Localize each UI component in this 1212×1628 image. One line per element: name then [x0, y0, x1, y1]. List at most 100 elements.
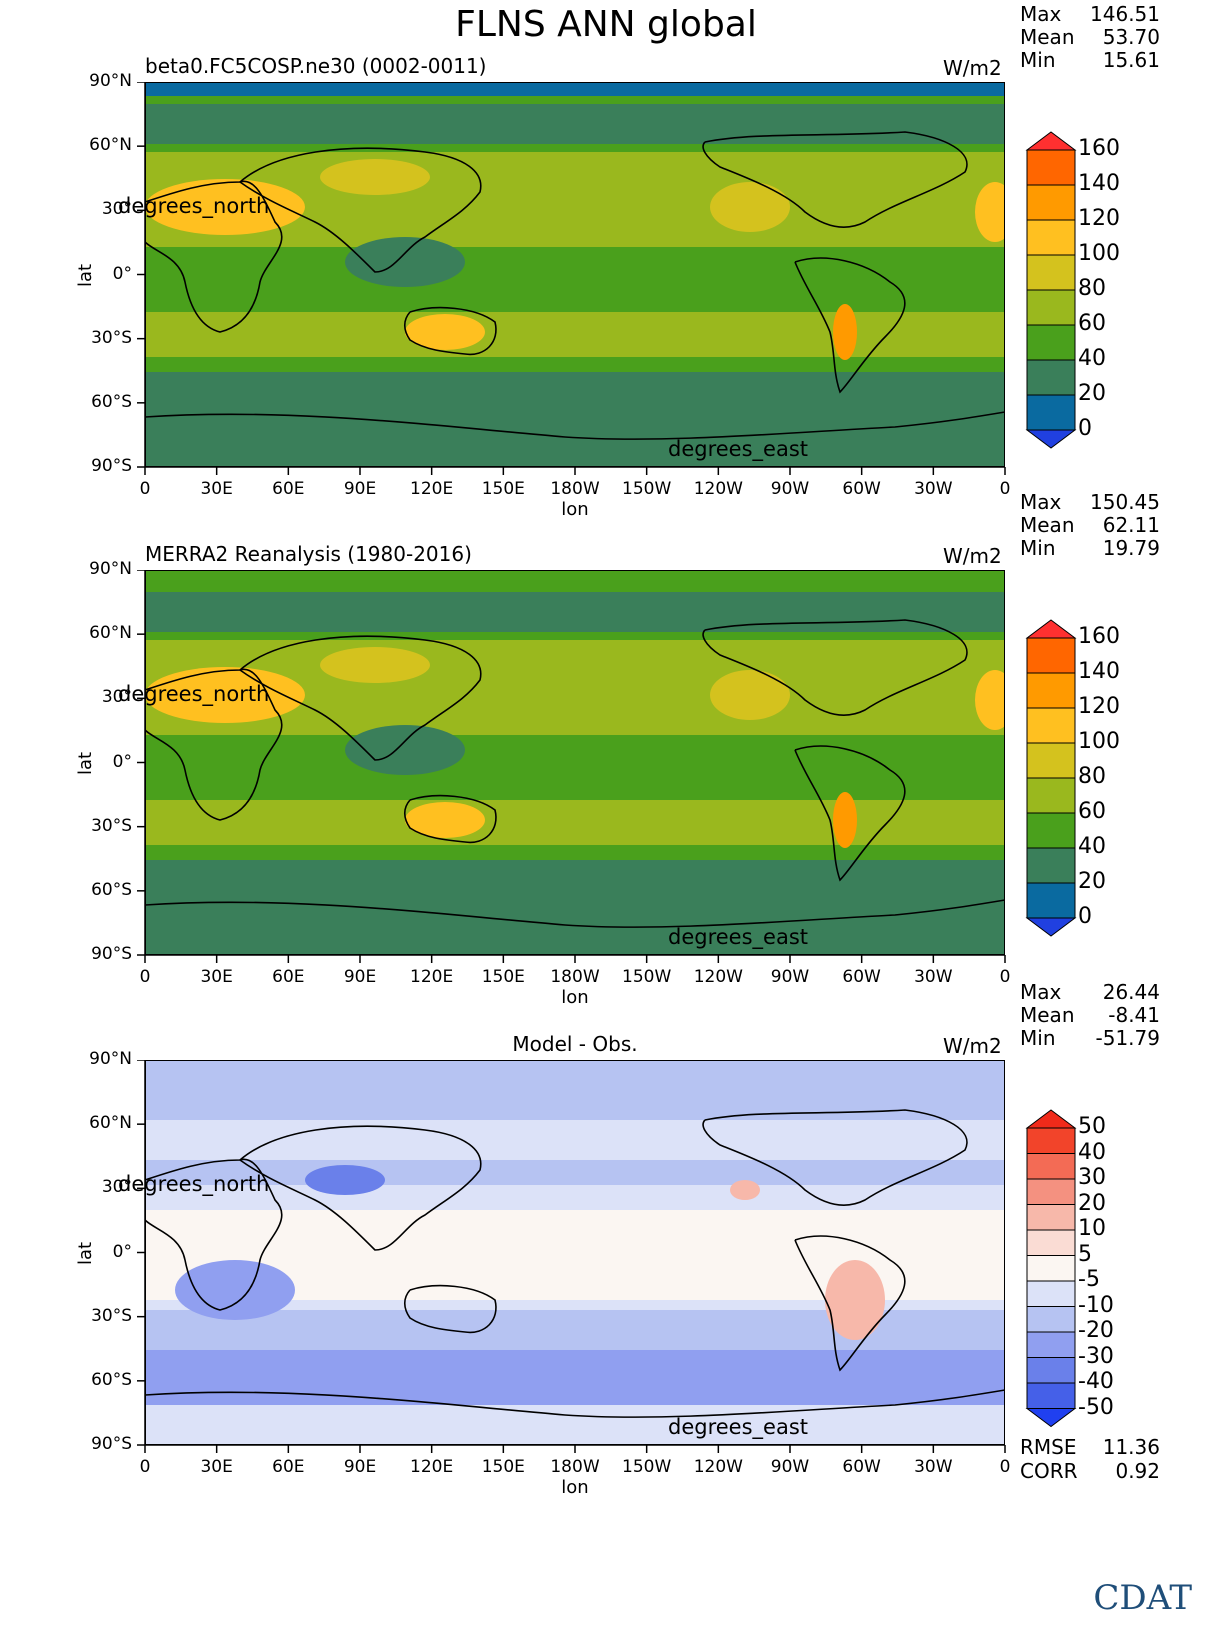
field-band-southern-ocean: [145, 1350, 1005, 1405]
units-label: W/m2: [943, 544, 1002, 568]
coastline-1: [145, 668, 283, 821]
y-tick-label: 30°S: [91, 327, 132, 348]
y-tick-label: 90°N: [89, 71, 132, 91]
stat-label-max: Max: [1020, 2, 1062, 26]
colorbar-label: 0: [1078, 416, 1092, 441]
coastline-3: [403, 1284, 497, 1334]
y-tick-label: 30°: [101, 1177, 132, 1198]
stat-value-corr: 0.92: [1115, 1459, 1160, 1483]
colorbar-label: 60: [1078, 311, 1106, 336]
degrees-north-label: degrees_north: [118, 1172, 270, 1196]
colorbar-label: 30: [1078, 1165, 1106, 1190]
colorbar-label: 0: [1078, 904, 1092, 929]
x-tick-label: 90E: [343, 967, 377, 987]
coastline-5: [794, 745, 906, 882]
x-tick-label: 30W: [914, 967, 953, 987]
stat-label-min: Min: [1020, 1026, 1056, 1050]
panel-title: beta0.FC5COSP.ne30 (0002-0011): [145, 54, 487, 78]
colorbar-label: 160: [1078, 136, 1120, 161]
field-band-subpolar-n: [145, 104, 1005, 144]
x-tick-label: 180W: [550, 1457, 600, 1477]
axis-lines: [137, 570, 1006, 963]
x-tick-label: 90W: [770, 479, 810, 499]
colorbar-label: -10: [1078, 1292, 1114, 1318]
colorbar-label: -5: [1078, 1267, 1100, 1292]
colorbar-swatch: [1026, 882, 1076, 919]
y-tick-label: 60°N: [89, 1113, 132, 1134]
y-axis-label: lat: [75, 263, 97, 287]
field-andes-high: [833, 792, 857, 848]
stat-label-mean: Mean: [1020, 513, 1075, 537]
stat-value-min: -51.79: [1095, 1026, 1160, 1050]
field-band-subtropics-s: [145, 800, 1005, 845]
colorbar-label: -50: [1078, 1394, 1114, 1420]
x-tick-label: 150E: [481, 1457, 525, 1477]
x-tick-label: 120W: [693, 967, 743, 987]
coastline-2: [239, 1125, 482, 1251]
colorbar-label: 120: [1078, 694, 1120, 719]
colorbar-label: 140: [1078, 659, 1120, 684]
colorbar-swatch: [1026, 1331, 1076, 1358]
x-tick-label: 0: [139, 1457, 151, 1477]
colorbar-label: 50: [1078, 1114, 1106, 1139]
field-warmpool-low: [345, 237, 465, 287]
field-tibet-low: [305, 1165, 385, 1195]
y-tick-label: 90°N: [89, 1049, 132, 1069]
stat-label-mean: Mean: [1020, 25, 1075, 49]
field-sahara-high: [145, 179, 305, 235]
field-andes-high: [833, 304, 857, 360]
y-tick-label: 30°S: [91, 815, 132, 836]
x-tick-label: 0: [139, 967, 151, 987]
x-axis-label: lon: [561, 1477, 589, 1498]
y-tick-label: 30°S: [91, 1305, 132, 1326]
colorbar-swatch: [1026, 637, 1076, 674]
colorbar-label: 40: [1078, 1139, 1106, 1165]
colorbar-swatch: [1026, 777, 1076, 814]
x-tick-label: 30W: [914, 479, 953, 499]
field-band-equator: [145, 262, 1005, 302]
x-tick-label: 150W: [622, 967, 672, 987]
x-tick-label: 60E: [272, 479, 305, 499]
degrees-east-label: degrees_east: [668, 925, 808, 949]
y-axis-label: lat: [75, 751, 97, 775]
colorbar-swatch: [1026, 219, 1076, 256]
colorbar-swatch: [1026, 184, 1076, 221]
stat-value-min: 15.61: [1102, 48, 1160, 72]
colorbar-label: 10: [1078, 1216, 1106, 1241]
colorbar-label: 80: [1078, 276, 1106, 301]
colorbar-label: -30: [1078, 1343, 1114, 1369]
coastline-4: [702, 1109, 968, 1206]
coastline-3: [403, 794, 497, 844]
degrees-north-label: degrees_north: [118, 682, 270, 706]
map-plot-2: [145, 570, 1005, 955]
field-band-north: [145, 1060, 1005, 1120]
x-tick-label: 150E: [481, 479, 525, 499]
x-tick-label: 180W: [550, 967, 600, 987]
colorbar-swatch: [1026, 1178, 1076, 1205]
colorbar-label: 120: [1078, 206, 1120, 231]
degrees-east-label: degrees_east: [668, 1415, 808, 1439]
field-samerica-high: [825, 1260, 885, 1340]
field-band-asia: [145, 1160, 1005, 1185]
x-tick-label: 0: [999, 967, 1011, 987]
colorbar-swatch: [1026, 1382, 1076, 1409]
coastline-2: [239, 635, 482, 761]
coastline-2: [239, 147, 482, 273]
y-tick-label: 60°N: [89, 135, 132, 156]
x-tick-label: 0: [999, 479, 1011, 499]
stat-label-corr: CORR: [1020, 1459, 1078, 1483]
x-tick-label: 150W: [622, 1457, 672, 1477]
x-tick-label: 90E: [343, 1457, 377, 1477]
field-asia-high: [320, 647, 430, 683]
colorbar-swatch: [1026, 742, 1076, 779]
x-tick-label: 30W: [914, 1457, 953, 1477]
stat-value-min: 19.79: [1102, 536, 1160, 560]
coastline-6: [145, 411, 1005, 440]
colorbar-label: 20: [1078, 381, 1106, 406]
y-tick-label: 90°S: [91, 1434, 132, 1454]
colorbar-label: 100: [1078, 729, 1120, 754]
field-antarctic: [145, 1405, 1005, 1445]
x-tick-label: 120E: [410, 967, 454, 987]
coastline-5: [794, 257, 906, 394]
map-plot-1: [145, 82, 1005, 467]
